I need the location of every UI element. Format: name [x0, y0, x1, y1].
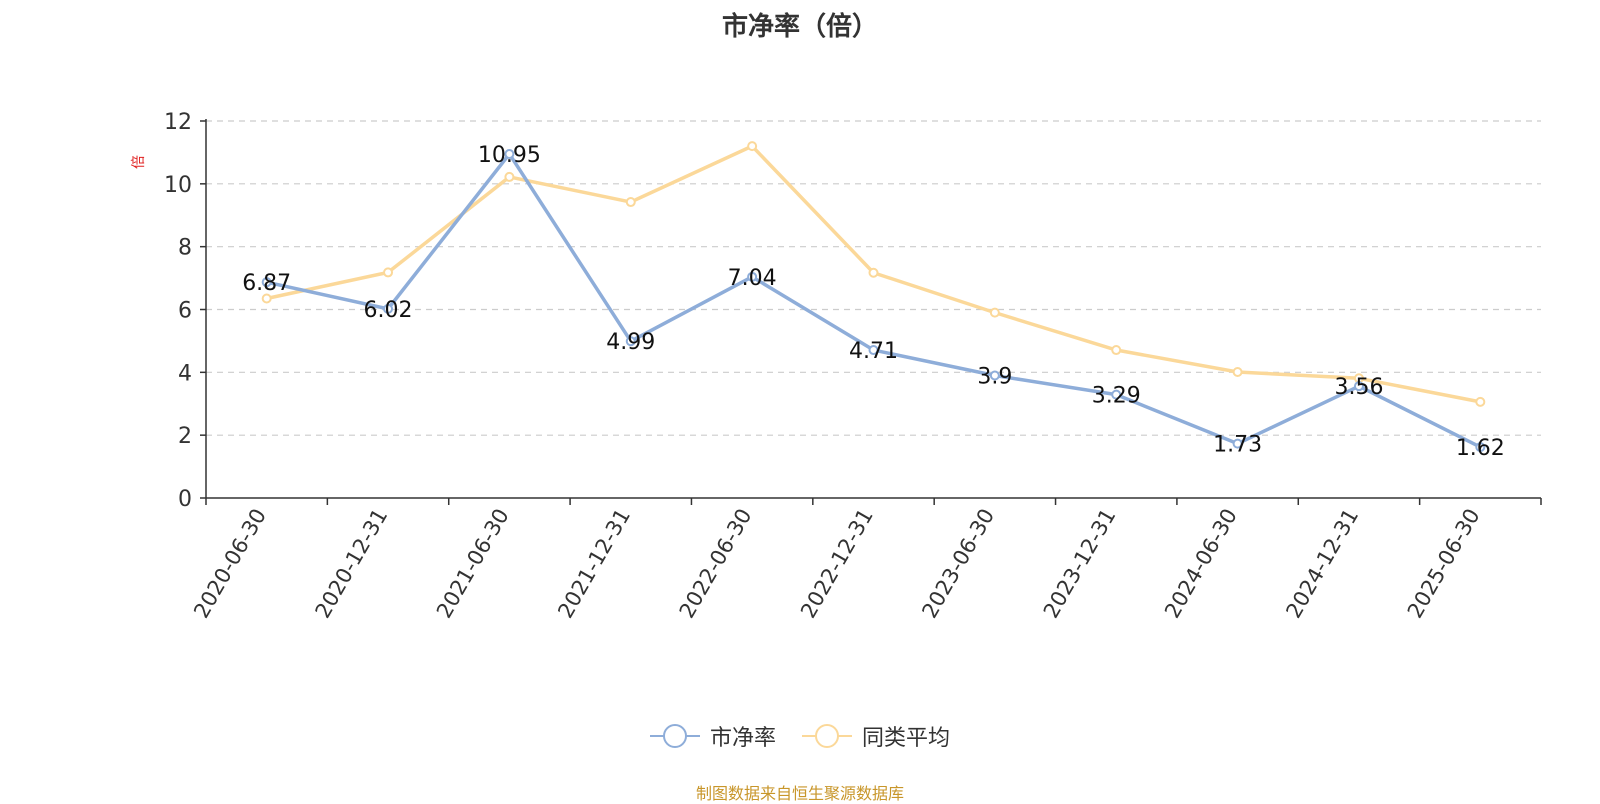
data-point: [261, 277, 272, 288]
data-point: [625, 336, 636, 347]
series-line: [266, 152, 1482, 449]
y-tick-label: 0: [178, 487, 192, 512]
data-label: 4.99: [606, 330, 655, 355]
data-point: [868, 267, 879, 278]
data-point: [383, 303, 394, 314]
x-tick-label: 2020-12-31: [311, 505, 393, 623]
y-tick-label: 12: [164, 110, 192, 135]
x-tick-label: 2023-06-30: [917, 505, 999, 623]
data-point: [261, 293, 272, 304]
legend-marker-icon: [649, 724, 700, 748]
x-tick-label: 2022-12-31: [796, 505, 878, 623]
data-point: [1475, 442, 1486, 453]
data-point: [747, 141, 758, 152]
data-point: [989, 307, 1000, 318]
grid-lines: [206, 120, 1541, 436]
data-label: 3.29: [1092, 384, 1141, 409]
x-tick-label: 2024-06-30: [1160, 505, 1242, 623]
x-tick-label: 2020-06-30: [189, 505, 271, 623]
data-point: [504, 148, 515, 159]
data-point: [383, 267, 394, 278]
data-point: [504, 171, 515, 182]
series-lines: [261, 141, 1486, 453]
data-point: [747, 271, 758, 282]
data-point: [1111, 389, 1122, 400]
data-point: [625, 197, 636, 208]
data-point: [1111, 345, 1122, 356]
data-label: 1.73: [1213, 433, 1262, 458]
legend-circle: [662, 724, 687, 748]
legend-item[interactable]: 同类平均: [802, 720, 950, 752]
data-label: 3.56: [1334, 375, 1383, 400]
x-tick-label: 2025-06-30: [1403, 505, 1485, 623]
x-tick-label: 2021-12-31: [553, 505, 635, 623]
data-point: [1232, 367, 1243, 378]
legend-circle: [815, 724, 839, 748]
y-tick-label: 8: [178, 236, 192, 261]
chart-title: 市净率（倍）: [721, 12, 878, 42]
data-point: [989, 370, 1000, 381]
data-label: 7.04: [728, 266, 777, 291]
x-tick-label: 2022-06-30: [675, 505, 757, 623]
source-note: 制图数据来自恒生聚源数据库: [695, 784, 904, 803]
x-tick-label: 2024-12-31: [1281, 505, 1363, 623]
data-label: 4.71: [849, 339, 898, 364]
legend: 市净率 同类平均: [0, 720, 1600, 752]
axes: 0 2 4 6 8 10 12 2020-06-30 2020-12-31 2021-06-30 2…: [164, 110, 1542, 623]
legend-item[interactable]: 市净率: [649, 720, 776, 752]
data-labels: 6.87 6.02 10.95 4.99 7.04 4.71 3.9 3.29 1.73 3.56…: [242, 143, 1505, 461]
legend-label: 市净率: [709, 726, 776, 751]
data-label: 3.9: [977, 364, 1012, 389]
data-point: [1353, 381, 1364, 392]
y-axis-unit-label: 倍: [131, 155, 147, 169]
legend-label: 同类平均: [862, 726, 951, 751]
x-tick-label: 2023-12-31: [1039, 505, 1121, 623]
y-tick-label: 10: [164, 173, 192, 198]
legend-marker-icon: [802, 724, 852, 748]
y-tick-label: 6: [178, 299, 192, 324]
data-label: 6.87: [242, 271, 291, 296]
data-label: 6.02: [364, 298, 413, 323]
x-tick-label: 2021-06-30: [432, 504, 514, 622]
data-point: [1232, 438, 1243, 449]
data-label: 1.62: [1456, 436, 1505, 461]
data-point: [1475, 396, 1486, 407]
y-tick-label: 4: [178, 361, 192, 386]
data-point: [868, 345, 879, 356]
y-tick-label: 2: [178, 424, 192, 449]
data-label: 10.95: [478, 143, 541, 168]
